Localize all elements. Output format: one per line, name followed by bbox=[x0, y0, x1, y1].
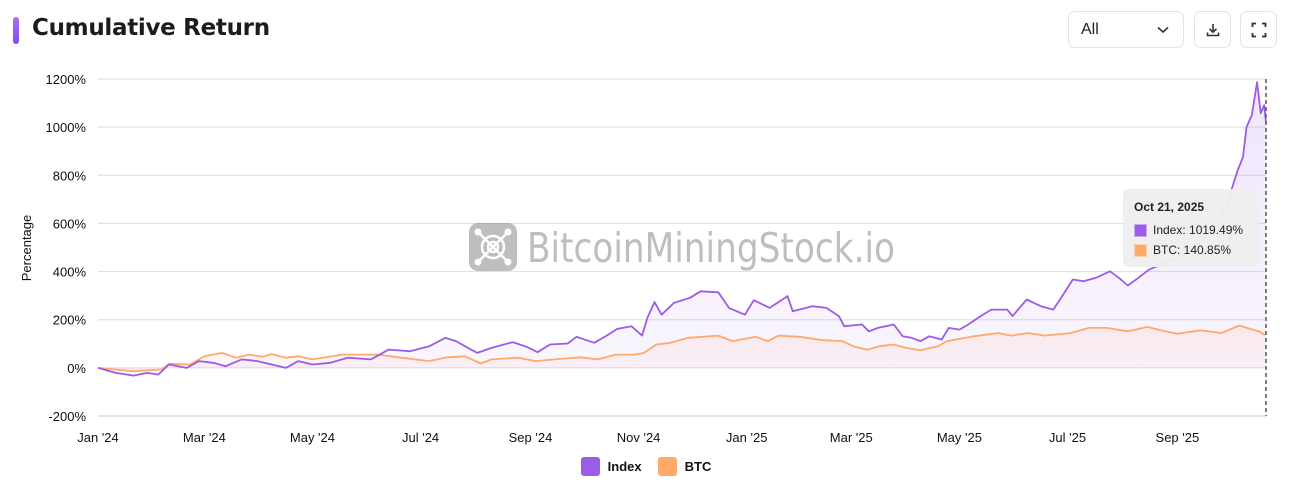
x-tick-label: May '25 bbox=[937, 430, 982, 445]
x-tick-label: May '24 bbox=[290, 430, 335, 445]
x-tick-label: Mar '25 bbox=[830, 430, 873, 445]
watermark: BitcoinMiningStock.io bbox=[469, 223, 895, 272]
x-tick-label: Mar '24 bbox=[183, 430, 226, 445]
page-title: Cumulative Return bbox=[32, 15, 270, 41]
x-tick-label: Jan '24 bbox=[77, 430, 119, 445]
y-tick-label: -200% bbox=[48, 409, 86, 424]
btc-series-line bbox=[97, 324, 1267, 373]
legend-index-label: Index bbox=[607, 459, 642, 474]
y-tick-label: 0% bbox=[67, 361, 86, 376]
y-axis-label: Percentage bbox=[19, 215, 34, 282]
tooltip-date: Oct 21, 2025 bbox=[1134, 200, 1205, 214]
legend-item-index[interactable]: Index bbox=[580, 457, 642, 476]
legend-btc-swatch bbox=[657, 457, 677, 476]
x-tick-label: Sep '25 bbox=[1156, 430, 1200, 445]
title-accent-bar bbox=[13, 17, 19, 44]
tooltip-index-swatch bbox=[1134, 223, 1147, 237]
download-icon bbox=[1206, 23, 1219, 36]
legend-index-swatch bbox=[580, 457, 600, 476]
x-tick-label: Sep '24 bbox=[509, 430, 553, 445]
download-button[interactable] bbox=[1194, 11, 1231, 48]
y-tick-label: 1000% bbox=[46, 120, 87, 135]
legend: Index BTC bbox=[0, 457, 1292, 476]
index-area bbox=[98, 82, 1266, 376]
tooltip-btc-swatch bbox=[1134, 243, 1147, 257]
x-tick-label: Jul '25 bbox=[1049, 430, 1086, 445]
chevron-down-icon bbox=[1157, 26, 1169, 33]
x-tick-label: Jul '24 bbox=[402, 430, 439, 445]
legend-btc-label: BTC bbox=[684, 459, 712, 474]
range-select-value: All bbox=[1081, 20, 1099, 38]
y-tick-label: 800% bbox=[53, 168, 87, 183]
x-tick-label: Nov '24 bbox=[617, 430, 661, 445]
y-tick-label: 1200% bbox=[46, 72, 87, 87]
tooltip-btc-value: BTC: 140.85% bbox=[1153, 243, 1232, 257]
y-tick-label: 600% bbox=[53, 216, 87, 231]
btc-area bbox=[98, 325, 1266, 372]
tooltip: Oct 21, 2025 Index: 1019.49% BTC: 140.85… bbox=[1123, 189, 1259, 267]
index-series-line bbox=[97, 81, 1267, 377]
fullscreen-icon bbox=[1251, 22, 1266, 37]
legend-item-btc[interactable]: BTC bbox=[657, 457, 712, 476]
fullscreen-button[interactable] bbox=[1240, 11, 1277, 48]
y-tick-label: 200% bbox=[53, 313, 87, 328]
x-tick-label: Jan '25 bbox=[726, 430, 768, 445]
range-select[interactable]: All bbox=[1068, 11, 1184, 48]
tooltip-index-value: Index: 1019.49% bbox=[1153, 223, 1244, 237]
y-tick-label: 400% bbox=[53, 265, 87, 280]
watermark-logo-icon bbox=[469, 223, 517, 271]
watermark-text: BitcoinMiningStock.io bbox=[527, 224, 895, 272]
